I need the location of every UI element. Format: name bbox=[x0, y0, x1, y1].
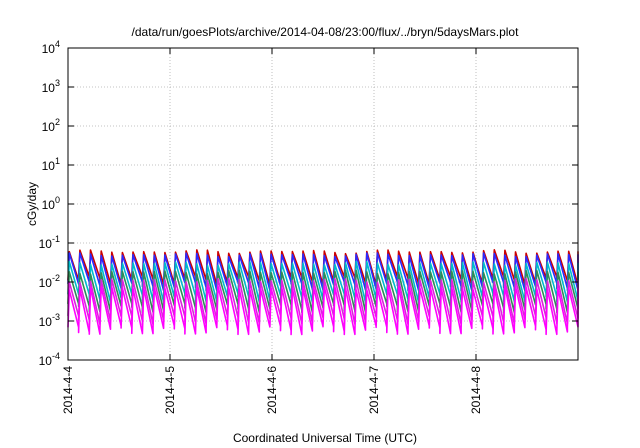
y-tick-label: 10-3 bbox=[39, 312, 60, 329]
x-tick-label: 2014-4-5 bbox=[163, 366, 177, 414]
chart-title: /data/run/goesPlots/archive/2014-04-08/2… bbox=[132, 25, 520, 39]
series-group bbox=[67, 249, 579, 336]
y-tick-label: 10-4 bbox=[39, 351, 60, 368]
x-tick-label: 2014-4-4 bbox=[61, 366, 75, 414]
series-line-5 bbox=[67, 285, 579, 336]
y-tick-label: 100 bbox=[42, 195, 60, 212]
y-tick-label: 101 bbox=[42, 156, 60, 173]
x-tick-label: 2014-4-7 bbox=[367, 366, 381, 414]
y-tick-label: 10-2 bbox=[39, 273, 60, 290]
x-tick-label: 2014-4-6 bbox=[265, 366, 279, 414]
y-tick-label: 102 bbox=[42, 117, 60, 134]
y-tick-label: 10-1 bbox=[39, 234, 60, 251]
y-tick-label: 103 bbox=[42, 78, 60, 95]
y-tick-label: 104 bbox=[42, 39, 60, 56]
axis-ticks: 10-4 10-3 10-2 10-1 100 101 102 103 104 2014-4-4 2… bbox=[39, 39, 578, 414]
plot-frame bbox=[67, 47, 579, 361]
x-tick-label: 2014-4-8 bbox=[469, 366, 483, 414]
x-axis-label: Coordinated Universal Time (UTC) bbox=[233, 431, 417, 445]
y-axis-label: cGy/day bbox=[25, 182, 39, 226]
